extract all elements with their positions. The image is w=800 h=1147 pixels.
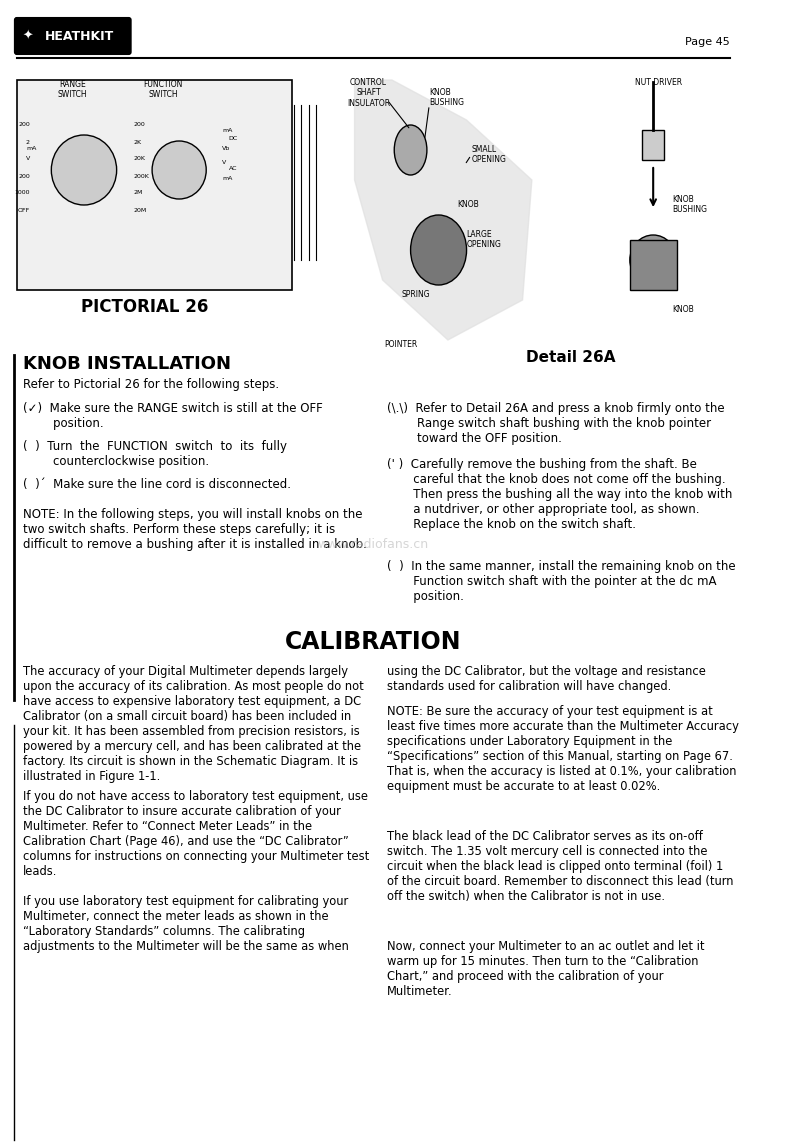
Text: (' )  Carefully remove the bushing from the shaft. Be
       careful that the kn: (' ) Carefully remove the bushing from t… (387, 458, 733, 531)
FancyBboxPatch shape (15, 18, 130, 54)
Bar (17, 80, 292, 290)
Text: PICTORIAL 26: PICTORIAL 26 (81, 298, 208, 317)
Ellipse shape (630, 235, 677, 284)
Text: POINTER: POINTER (385, 340, 418, 349)
Text: 200: 200 (18, 123, 30, 127)
Text: V: V (222, 161, 226, 165)
Text: (  )´  Make sure the line cord is disconnected.: ( )´ Make sure the line cord is disconne… (23, 478, 291, 491)
Text: Vb: Vb (222, 146, 230, 150)
Text: LARGE
OPENING: LARGE OPENING (466, 231, 502, 249)
Text: KNOB
BUSHING: KNOB BUSHING (430, 88, 464, 108)
Text: (✓)  Make sure the RANGE switch is still at the OFF
        position.: (✓) Make sure the RANGE switch is still … (23, 401, 323, 430)
Text: (  )  In the same manner, install the remaining knob on the
       Function swit: ( ) In the same manner, install the rema… (387, 560, 736, 603)
Text: KNOB INSTALLATION: KNOB INSTALLATION (23, 356, 231, 373)
Text: Page 45: Page 45 (685, 37, 730, 47)
Polygon shape (354, 80, 532, 340)
Text: OFF: OFF (18, 208, 30, 212)
Text: NOTE: Be sure the accuracy of your test equipment is at
least five times more ac: NOTE: Be sure the accuracy of your test … (387, 705, 739, 793)
Text: www.radiofans.cn: www.radiofans.cn (318, 538, 429, 552)
Text: HEATHKIT: HEATHKIT (45, 30, 114, 42)
Text: SMALL
OPENING: SMALL OPENING (471, 145, 506, 164)
Text: mA: mA (222, 175, 233, 180)
Ellipse shape (410, 214, 466, 284)
Text: FUNCTION
SWITCH: FUNCTION SWITCH (144, 80, 183, 100)
Text: KNOB: KNOB (672, 305, 694, 314)
Text: KNOB: KNOB (458, 200, 479, 209)
Text: CONTROL
SHAFT
INSULATOR: CONTROL SHAFT INSULATOR (347, 78, 390, 108)
Text: RANGE
SWITCH: RANGE SWITCH (58, 80, 87, 100)
Text: DC: DC (229, 135, 238, 140)
Ellipse shape (394, 125, 427, 175)
Text: 200: 200 (18, 173, 30, 179)
Text: V: V (26, 156, 30, 162)
Ellipse shape (152, 141, 206, 198)
Text: 20K: 20K (134, 156, 146, 162)
Text: 2: 2 (26, 140, 30, 145)
Text: NOTE: In the following steps, you will install knobs on the
two switch shafts. P: NOTE: In the following steps, you will i… (23, 508, 367, 551)
Text: If you use laboratory test equipment for calibrating your
Multimeter, connect th: If you use laboratory test equipment for… (23, 895, 350, 953)
Text: KNOB
BUSHING: KNOB BUSHING (672, 195, 707, 214)
Text: AC: AC (229, 165, 237, 171)
Text: 1000: 1000 (14, 190, 30, 195)
Text: 200K: 200K (134, 173, 150, 179)
Text: Refer to Pictorial 26 for the following steps.: Refer to Pictorial 26 for the following … (23, 379, 279, 391)
Text: NUT DRIVER: NUT DRIVER (634, 78, 682, 87)
Text: using the DC Calibrator, but the voltage and resistance
standards used for calib: using the DC Calibrator, but the voltage… (387, 665, 706, 693)
Ellipse shape (51, 135, 117, 205)
Text: The accuracy of your Digital Multimeter depends largely
upon the accuracy of its: The accuracy of your Digital Multimeter … (23, 665, 364, 783)
Text: Detail 26A: Detail 26A (526, 350, 616, 365)
Text: mA: mA (26, 146, 37, 150)
Text: 200: 200 (134, 123, 145, 127)
Bar (642, 130, 664, 159)
Text: mA: mA (222, 127, 233, 133)
Text: 2K: 2K (134, 140, 142, 145)
Text: (\.\)  Refer to Detail 26A and press a knob firmly onto the
        Range switch: (\.\) Refer to Detail 26A and press a kn… (387, 401, 725, 445)
Text: SPRING: SPRING (402, 290, 430, 299)
Text: CALIBRATION: CALIBRATION (285, 630, 462, 654)
Text: The black lead of the DC Calibrator serves as its on-off
switch. The 1.35 volt m: The black lead of the DC Calibrator serv… (387, 830, 734, 903)
Text: 2M: 2M (134, 190, 143, 195)
Text: (  )  Turn  the  FUNCTION  switch  to  its  fully
        counterclockwise posit: ( ) Turn the FUNCTION switch to its full… (23, 440, 287, 468)
Text: Now, connect your Multimeter to an ac outlet and let it
warm up for 15 minutes. : Now, connect your Multimeter to an ac ou… (387, 941, 705, 998)
Text: ✦: ✦ (22, 30, 34, 42)
Text: If you do not have access to laboratory test equipment, use
the DC Calibrator to: If you do not have access to laboratory … (23, 790, 370, 877)
Text: 20M: 20M (134, 208, 146, 212)
Bar (630, 240, 677, 290)
